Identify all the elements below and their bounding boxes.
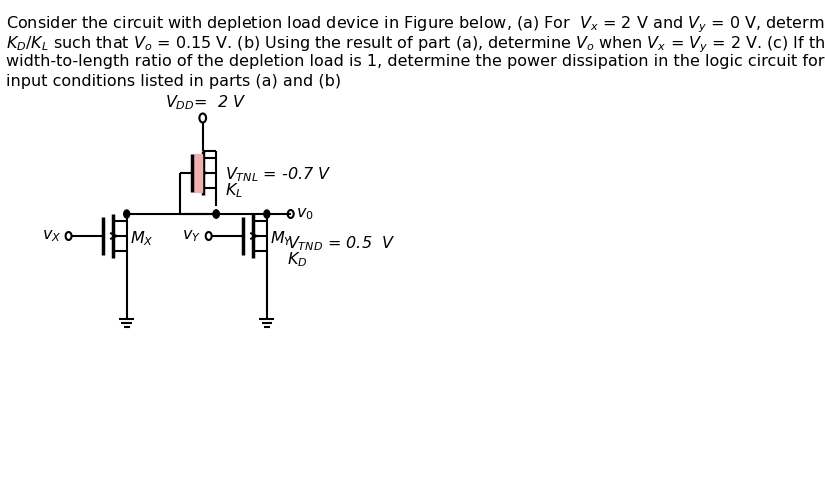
Text: $v_0$: $v_0$ [296,206,314,222]
Circle shape [213,210,219,218]
Circle shape [264,210,270,218]
Bar [194,154,202,192]
Text: $V_{DD}$=  2 V: $V_{DD}$= 2 V [166,93,247,112]
Text: $v_X$: $v_X$ [42,228,61,244]
Text: input conditions listed in parts (a) and (b): input conditions listed in parts (a) and… [6,74,341,89]
Text: $v_Y$: $v_Y$ [182,228,200,244]
Circle shape [213,210,219,218]
Text: $V_{TND}$ = 0.5  V: $V_{TND}$ = 0.5 V [287,234,395,252]
Text: $M_X$: $M_X$ [130,230,153,248]
Text: $M_Y$: $M_Y$ [270,230,293,248]
Text: $K_D$/$K_L$ such that $V_o$ = 0.15 V. (b) Using the result of part (a), determin: $K_D$/$K_L$ such that $V_o$ = 0.15 V. (b… [6,34,825,55]
Circle shape [124,210,130,218]
Text: $V_{TNL}$ = -0.7 V: $V_{TNL}$ = -0.7 V [225,165,332,184]
Text: $K_L$: $K_L$ [225,181,243,200]
Text: $K_D$: $K_D$ [287,250,308,269]
Text: width-to-length ratio of the depletion load is 1, determine the power dissipatio: width-to-length ratio of the depletion l… [6,54,824,69]
Text: Consider the circuit with depletion load device in Figure below, (a) For  $V_x$ : Consider the circuit with depletion load… [6,14,825,35]
